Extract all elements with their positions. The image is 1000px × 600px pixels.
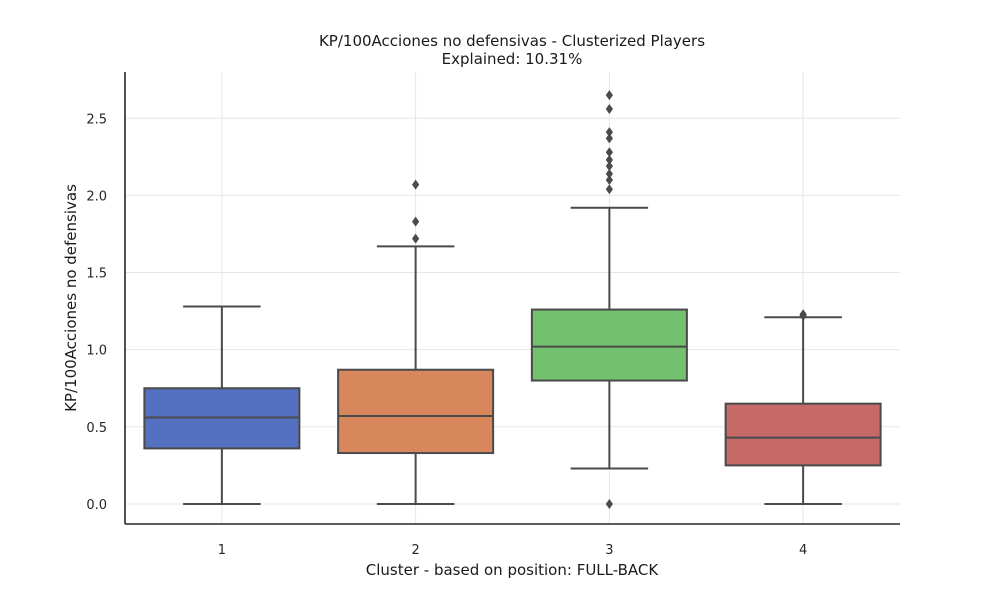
outlier-point [412,216,420,227]
outlier-point [605,104,613,115]
outlier-point [412,179,420,190]
outlier-point [799,309,807,320]
y-tick-label: 0.0 [86,498,107,513]
outlier-point [605,184,613,195]
x-tick-label: 2 [411,543,419,558]
y-tick-label: 2.0 [86,189,107,204]
x-axis-label: Cluster - based on position: FULL-BACK [366,561,660,579]
axes [124,72,900,525]
outlier-point [605,133,613,144]
outlier-point [605,161,613,172]
outlier-point [605,147,613,158]
chart-title: KP/100Acciones no defensivas - Clusteriz… [319,32,705,50]
x-tick-label: 3 [605,543,613,558]
chart-subtitle: Explained: 10.31% [442,50,583,68]
y-tick-label: 0.5 [86,421,107,436]
iqr-box [724,402,882,467]
outlier-point [605,168,613,179]
y-tick-label: 1.0 [86,344,107,359]
x-tick-label: 4 [799,543,807,558]
outlier-point [605,498,613,509]
box-cluster-1 [143,305,301,505]
x-tick-label: 1 [218,543,226,558]
y-axis-label: KP/100Acciones no defensivas [62,184,80,412]
tick-labels: 0.0 0.5 1.0 1.5 2.0 2.5 1 2 3 4 [86,112,807,558]
outlier-point [605,154,613,165]
box-cluster-3 [530,90,688,509]
outlier-point [605,127,613,138]
outlier-point [412,233,420,244]
iqr-box [530,308,688,382]
y-tick-label: 2.5 [86,112,107,127]
outlier-point [605,90,613,101]
box-cluster-2 [337,179,495,505]
iqr-box [337,368,495,455]
box-plot-series [143,90,882,509]
box-cluster-4 [724,309,882,505]
outlier-point [605,174,613,185]
y-tick-label: 1.5 [86,267,107,282]
